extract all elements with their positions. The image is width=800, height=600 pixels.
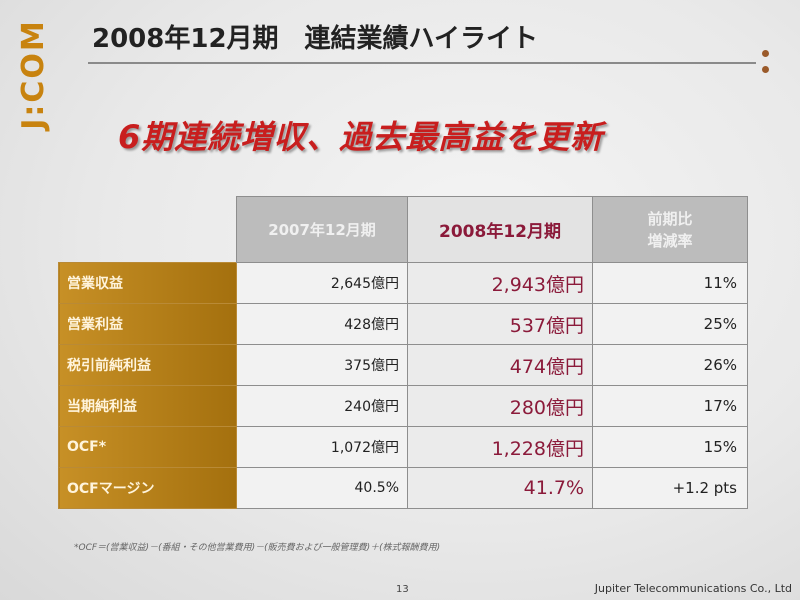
value-2007: 240億円 [236, 385, 408, 427]
slide-title: 2008年12月期 連結業績ハイライト [92, 24, 539, 54]
results-table: 2007年12月期 2008年12月期 前期比 増減率 営業収益 2,645億円… [58, 196, 748, 509]
growth-rate: 25% [592, 303, 748, 345]
header-growth-rate: 前期比 増減率 [592, 196, 748, 263]
bullet-dot-icon [762, 66, 769, 73]
value-2008: 280億円 [407, 385, 593, 427]
row-label: 当期純利益 [58, 385, 237, 427]
value-2007: 375億円 [236, 344, 408, 386]
growth-rate: 26% [592, 344, 748, 386]
value-2008: 2,943億円 [407, 262, 593, 304]
row-label: 営業利益 [58, 303, 237, 345]
value-2007: 1,072億円 [236, 426, 408, 468]
header-rate-line2: 増減率 [647, 231, 693, 250]
row-label: OCFマージン [58, 467, 237, 509]
growth-rate: 17% [592, 385, 748, 427]
table-row: 税引前純利益 375億円 474億円 26% [58, 344, 748, 386]
table-row: OCF* 1,072億円 1,228億円 15% [58, 426, 748, 468]
value-2008: 537億円 [407, 303, 593, 345]
value-2008: 474億円 [407, 344, 593, 386]
logo-text: J:COM [15, 18, 51, 130]
ocf-footnote: *OCF＝(営業収益)－(番組・その他営業費用)－(販売費および一般管理費)＋(… [74, 543, 441, 553]
value-2008: 1,228億円 [407, 426, 593, 468]
row-label: OCF* [58, 426, 237, 468]
value-2008: 41.7% [407, 467, 593, 509]
growth-rate: 15% [592, 426, 748, 468]
header-2008: 2008年12月期 [407, 196, 593, 263]
headline: 6期連続増収、過去最高益を更新 [118, 118, 604, 156]
table-row: OCFマージン 40.5% 41.7% +1.2 pts [58, 467, 748, 509]
header-spacer [59, 197, 237, 263]
row-label: 営業収益 [58, 262, 237, 304]
row-label: 税引前純利益 [58, 344, 237, 386]
table-row: 営業収益 2,645億円 2,943億円 11% [58, 262, 748, 304]
header-rate-line1: 前期比 [647, 209, 693, 228]
header-2007: 2007年12月期 [236, 196, 408, 263]
bullet-dot-icon [762, 50, 769, 57]
value-2007: 428億円 [236, 303, 408, 345]
table-header-row: 2007年12月期 2008年12月期 前期比 増減率 [59, 196, 748, 263]
growth-rate: 11% [592, 262, 748, 304]
page-number: 13 [396, 584, 409, 595]
growth-rate: +1.2 pts [592, 467, 748, 509]
title-divider [88, 62, 756, 64]
table-row: 営業利益 428億円 537億円 25% [58, 303, 748, 345]
jcom-logo: J:COM [8, 14, 58, 134]
value-2007: 40.5% [236, 467, 408, 509]
table-row: 当期純利益 240億円 280億円 17% [58, 385, 748, 427]
value-2007: 2,645億円 [236, 262, 408, 304]
company-name: Jupiter Telecommunications Co., Ltd [594, 582, 792, 595]
